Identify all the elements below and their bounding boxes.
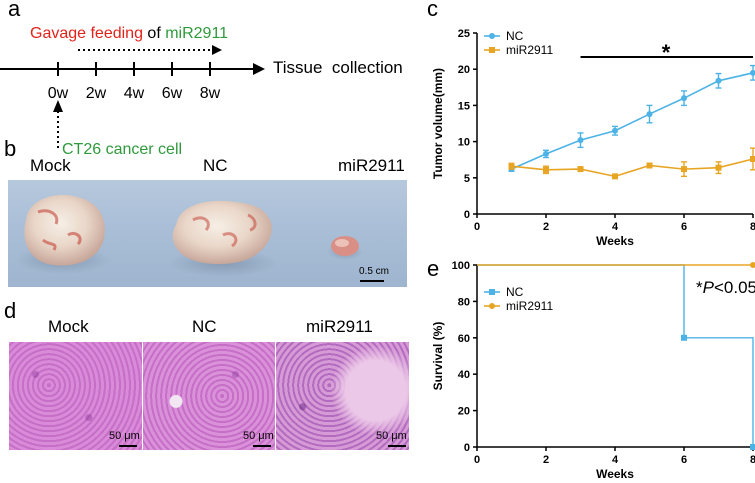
- x-tick-label: 0: [474, 454, 480, 466]
- y-tick-label: 10: [458, 137, 470, 149]
- x-tick-label: 4: [612, 454, 619, 466]
- tumor-label-mock: Mock: [30, 156, 71, 175]
- y-tick-label: 0: [464, 209, 470, 221]
- legend-marker: [489, 33, 495, 39]
- x-tick-label: 6: [681, 221, 687, 233]
- y-axis-label: Survival (%): [431, 322, 445, 391]
- x-tick-label: 0: [474, 221, 480, 233]
- y-tick-label: 5: [464, 173, 470, 185]
- series-line-miR2911: [511, 158, 754, 178]
- x-tick-label: 4: [612, 221, 619, 233]
- data-point: [508, 163, 515, 170]
- timeline-arrowhead: [253, 63, 265, 75]
- panel-letter-b: b: [4, 136, 17, 161]
- tumor-photo-drawing: [15, 195, 384, 282]
- he-image-nc: 50 μm: [143, 342, 275, 450]
- data-point: [750, 155, 755, 162]
- timeline-tick-label: 6w: [162, 85, 183, 102]
- data-point: [715, 164, 722, 171]
- legend-marker: [489, 289, 495, 295]
- x-tick-label: 8: [750, 454, 755, 466]
- tumor-mock: [24, 195, 105, 266]
- tumor-volume-chart: 0 5 10 15 20 25 0 2 4 6 8 Weeks Tumor volume(mm) * NCm…: [431, 28, 755, 245]
- data-point: [681, 334, 687, 341]
- data-point: [681, 166, 687, 173]
- x-tick-label: 2: [543, 221, 549, 233]
- scale-label-cm: 0.5 cm: [359, 266, 390, 277]
- data-point: [646, 162, 653, 169]
- y-tick-label: 100: [452, 260, 470, 272]
- legend-marker: [489, 303, 495, 309]
- y-tick-label: 15: [458, 100, 470, 112]
- data-point: [612, 173, 618, 180]
- scale-label-he-nc: 50 μm: [243, 430, 274, 442]
- p-value-annotation: *P<0.05: [696, 278, 755, 297]
- data-point: [750, 69, 755, 76]
- data-point: [543, 166, 549, 173]
- tumor-label-nc: NC: [203, 156, 228, 175]
- he-label-mir2911: miR2911: [306, 317, 373, 336]
- x-tick-label: 2: [543, 454, 549, 466]
- y-tick-label: 0: [464, 442, 470, 454]
- mir2911-text: miR2911: [165, 25, 229, 42]
- scale-label-he-mir2911: 50 μm: [376, 430, 407, 442]
- y-axis-label: Tumor volume(mm): [431, 68, 445, 179]
- of-text: of: [142, 25, 166, 42]
- timeline-tick-label: 2w: [86, 85, 107, 102]
- y-tick-label: 60: [458, 333, 470, 345]
- panel-letter-a: a: [8, 0, 21, 21]
- data-point: [715, 77, 722, 84]
- legend-marker: [489, 47, 495, 53]
- series-line-NC: [511, 72, 754, 170]
- tumor-photo: 0.5 cm: [8, 180, 407, 287]
- x-tick-label: 8: [750, 221, 755, 233]
- survival-chart: 0 20 40 60 80 100 0 2 4 6 8 Weeks Survival (%) NCmiR2…: [431, 260, 755, 481]
- data-point: [577, 137, 584, 144]
- significance-star: *: [662, 40, 671, 65]
- timeline-tick-label: 8w: [200, 85, 221, 102]
- data-point: [646, 111, 653, 118]
- timeline-tick-label: 4w: [124, 85, 145, 102]
- scale-label-he-mock: 50 μm: [109, 430, 140, 442]
- tumor-label-mir2911: miR2911: [338, 156, 405, 175]
- ct26-label: CT26 cancer cell: [62, 141, 183, 158]
- p-letter: P: [703, 278, 715, 297]
- gavage-feeding-label: Gavage feeding of miR2911: [30, 25, 228, 43]
- y-tick-label: 20: [458, 406, 470, 418]
- timeline-diagram: 0w 2w 4w 6w 8w: [0, 45, 265, 148]
- tissue-collection-label: Tissue collection: [273, 58, 403, 77]
- data-point: [750, 444, 755, 450]
- data-point: [681, 95, 687, 102]
- data-point: [750, 262, 755, 268]
- data-point: [612, 127, 618, 134]
- y-tick-label: 40: [458, 369, 470, 381]
- he-image-mock: 50 μm: [9, 342, 142, 450]
- he-label-nc: NC: [192, 317, 217, 336]
- x-axis-label: Weeks: [596, 467, 634, 481]
- p-threshold: <0.05: [714, 278, 755, 297]
- x-tick-label: 6: [681, 454, 687, 466]
- p-star: *: [696, 278, 703, 297]
- y-tick-label: 20: [458, 64, 470, 76]
- data-point: [577, 166, 584, 173]
- he-image-mir2911: 50 μm: [276, 342, 409, 450]
- legend-label: NC: [506, 29, 524, 43]
- legend-label: NC: [506, 285, 524, 299]
- legend-label: miR2911: [506, 43, 553, 57]
- y-tick-label: 25: [458, 28, 470, 40]
- cell-arrowhead: [53, 100, 63, 112]
- x-axis-label: Weeks: [596, 234, 634, 245]
- panel-letter-e: e: [427, 256, 440, 281]
- feeding-arrowhead: [212, 45, 222, 55]
- panel-letter-d: d: [4, 298, 17, 323]
- he-label-mock: Mock: [48, 317, 89, 336]
- y-tick-label: 80: [458, 296, 470, 308]
- legend-label: miR2911: [506, 299, 553, 313]
- timeline-tick-label: 0w: [48, 85, 69, 102]
- data-point: [543, 150, 549, 157]
- panel-letter-c: c: [427, 0, 438, 21]
- gavage-feeding-text: Gavage feeding: [30, 25, 143, 42]
